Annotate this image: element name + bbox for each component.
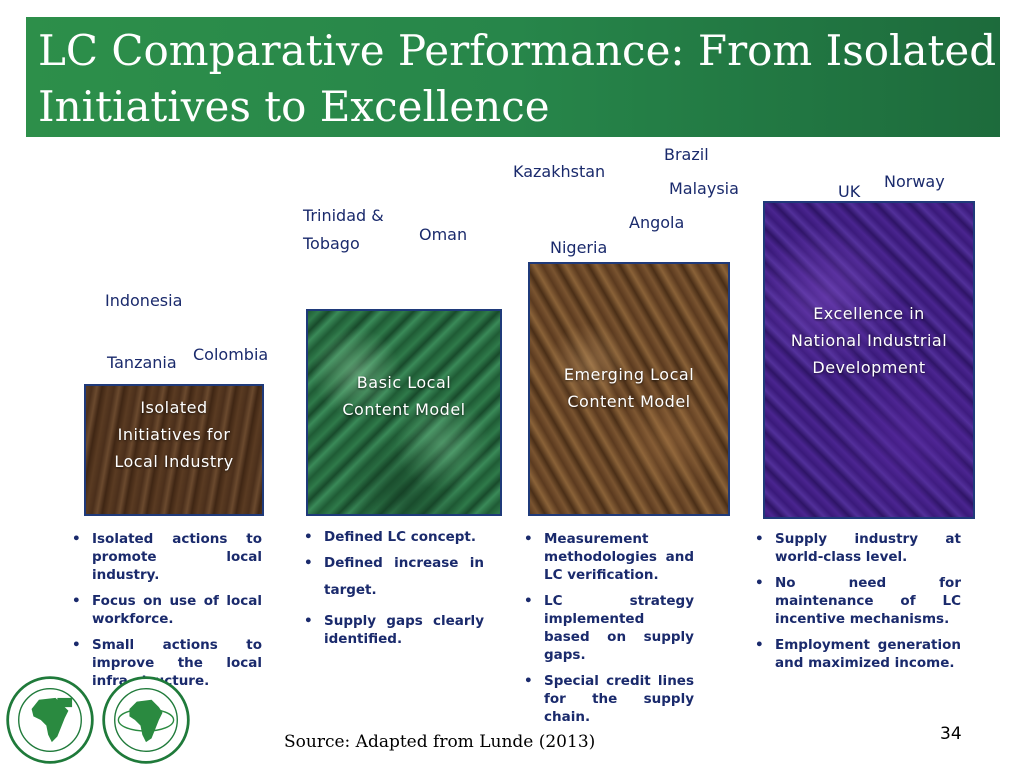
list-item: Defined LC concept.: [302, 528, 484, 546]
country-label: Tanzania: [107, 353, 177, 372]
stage-label: Excellence in National Industrial Develo…: [790, 304, 948, 377]
list-item: Measurement methodologies and LC verific…: [522, 530, 694, 584]
country-label: Oman: [419, 225, 468, 244]
bullet-list-isolated: Isolated actions to promote local indust…: [70, 530, 262, 698]
country-label: Brazil: [664, 145, 709, 164]
stage-label: Emerging Local Content Model: [563, 365, 695, 411]
bullet-list-basic: Defined LC concept. Defined increase in …: [302, 528, 484, 656]
source-citation: Source: Adapted from Lunde (2013): [284, 732, 596, 752]
list-item: Isolated actions to promote local indust…: [70, 530, 262, 584]
stage-box-emerging: Emerging Local Content Model: [528, 262, 730, 516]
adf-logo-english-icon: [102, 676, 190, 764]
list-item: Supply industry at world-class level.: [753, 530, 961, 566]
country-label: Indonesia: [105, 291, 183, 310]
title-bar: LC Comparative Performance: From Isolate…: [26, 17, 1000, 137]
country-label: Colombia: [193, 345, 269, 364]
country-label: Angola: [629, 213, 685, 232]
country-label: UK: [838, 182, 861, 201]
list-item: Employment generation and maximized inco…: [753, 636, 961, 672]
stage-label: Basic Local Content Model: [342, 373, 466, 419]
country-label: Nigeria: [550, 238, 608, 257]
country-label: Tobago: [303, 234, 360, 253]
afdb-logo-french-icon: [6, 676, 94, 764]
country-label: Norway: [884, 172, 945, 191]
slide-title: LC Comparative Performance: From Isolate…: [38, 26, 997, 131]
country-label: Trinidad &: [303, 206, 384, 225]
bullet-list-emerging: Measurement methodologies and LC verific…: [522, 530, 694, 734]
bullet-list-excellence: Supply industry at world-class level. No…: [753, 530, 961, 680]
page-number: 34: [940, 724, 962, 744]
stage-label: Isolated Initiatives for Local Industry: [114, 398, 234, 471]
country-label: Kazakhstan: [513, 162, 606, 181]
list-item: Defined increase in target.: [302, 550, 484, 604]
list-item: Focus on use of local workforce.: [70, 592, 262, 628]
stage-box-basic: Basic Local Content Model: [306, 309, 502, 516]
list-item: Small actions to improve the local infra…: [70, 636, 262, 690]
list-item: No need for maintenance of LC incentive …: [753, 574, 961, 628]
list-item: Special credit lines for the supply chai…: [522, 672, 694, 726]
stage-box-isolated: Isolated Initiatives for Local Industry: [84, 384, 264, 516]
list-item: LC strategy implemented based on supply …: [522, 592, 694, 664]
list-item: Supply gaps clearly identified.: [302, 612, 484, 648]
country-label: Malaysia: [669, 179, 739, 198]
stage-box-excellence: Excellence in National Industrial Develo…: [763, 201, 975, 519]
